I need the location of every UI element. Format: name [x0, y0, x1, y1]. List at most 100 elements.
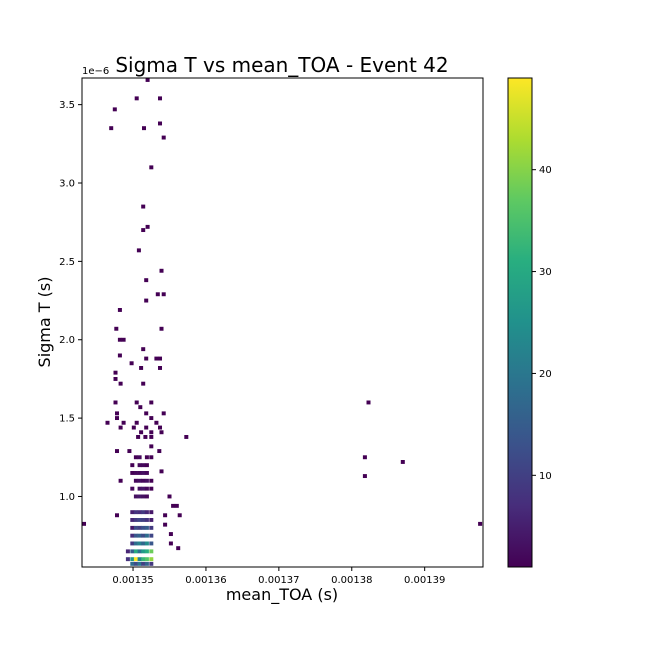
- heatmap-bin: [141, 557, 146, 562]
- heatmap-bin: [141, 561, 146, 566]
- heatmap-bin: [133, 510, 138, 515]
- heatmap-bin: [137, 518, 142, 522]
- y-tick-label: 3.5: [59, 100, 75, 111]
- heatmap-bin: [159, 326, 164, 331]
- heatmap-bin: [113, 377, 118, 381]
- heatmap-bin: [158, 96, 163, 101]
- heatmap-bin: [171, 503, 176, 508]
- heatmap-bin: [141, 549, 146, 554]
- heatmap-bin: [168, 541, 173, 546]
- heatmap-bin: [144, 356, 149, 361]
- heatmap-bin: [144, 518, 149, 522]
- heatmap-bin: [144, 549, 149, 554]
- colorbar-tick-label: 30: [539, 267, 552, 278]
- heatmap-bin: [141, 471, 146, 475]
- heatmap-bin: [149, 165, 154, 170]
- heatmap-bin: [184, 435, 189, 439]
- heatmap-bin: [144, 525, 149, 530]
- heatmap-bin: [130, 463, 135, 468]
- heatmap-bin: [149, 549, 154, 554]
- heatmap-bin: [141, 204, 146, 209]
- heatmap-bin: [133, 525, 138, 530]
- heatmap-bin: [117, 308, 122, 312]
- heatmap-bin: [115, 513, 120, 518]
- heatmap-bin: [158, 366, 163, 370]
- heatmap-bin: [137, 486, 142, 491]
- heatmap-bin: [130, 518, 135, 522]
- colorbar: 10 20 30 40: [507, 77, 552, 568]
- heatmap-bin: [137, 455, 142, 460]
- heatmap-bin: [105, 420, 110, 425]
- heatmap-bin: [130, 533, 135, 538]
- heatmap-bin: [149, 400, 154, 405]
- heatmap-bin: [136, 435, 141, 439]
- y-tick-label: 2.5: [59, 257, 75, 268]
- heatmap-bin: [144, 510, 149, 515]
- heatmap-bin: [130, 541, 135, 546]
- heatmap-bin: [159, 268, 164, 273]
- heatmap-bin: [141, 525, 146, 530]
- heatmap-bin: [163, 513, 168, 518]
- heatmap-bin: [176, 546, 181, 551]
- heatmap-bin: [158, 121, 163, 126]
- heatmap-bin: [149, 416, 154, 421]
- bins-layer: [82, 78, 483, 566]
- heatmap-bin: [133, 533, 138, 538]
- heatmap-bin: [144, 278, 149, 283]
- heatmap-bin: [155, 292, 160, 297]
- y-tick-label: 1.5: [59, 414, 75, 425]
- heatmap-bin: [159, 430, 164, 435]
- plot-frame: [81, 77, 484, 568]
- heatmap-bin: [130, 561, 135, 566]
- heatmap-bin: [144, 541, 149, 546]
- heatmap-bin: [137, 561, 142, 566]
- heatmap-bin: [130, 510, 135, 515]
- heatmap-bin: [149, 561, 154, 566]
- heatmap-bin: [141, 486, 146, 491]
- heatmap-bin: [82, 521, 87, 526]
- heatmap-bin: [141, 541, 146, 546]
- heatmap-bin: [144, 463, 149, 468]
- heatmap-bin: [114, 326, 119, 331]
- heatmap-bin: [159, 469, 164, 474]
- colorbar-tick-label: 10: [539, 471, 552, 482]
- heatmap-bin: [149, 486, 154, 491]
- heatmap-bin: [137, 478, 142, 483]
- y-tick-label: 2.0: [59, 335, 75, 346]
- heatmap-bin: [118, 425, 123, 430]
- heatmap-bin: [133, 471, 138, 475]
- plot-background: [82, 78, 483, 567]
- heatmap-bin: [134, 400, 139, 405]
- heatmap-bin: [149, 478, 154, 483]
- y-tick-label: 1.0: [59, 492, 75, 503]
- heatmap-bin: [362, 455, 367, 460]
- heatmap-bin: [137, 557, 142, 562]
- heatmap-bin: [109, 126, 114, 131]
- heatmap-bin: [174, 503, 179, 508]
- heatmap-bin: [154, 420, 159, 425]
- heatmap-bin: [112, 107, 117, 112]
- y-tick-label: 3.0: [59, 179, 75, 190]
- heatmap-bin: [149, 525, 154, 530]
- heatmap-bin: [115, 449, 120, 454]
- heatmap-bin: [137, 541, 142, 546]
- colorbar-tick-label: 40: [539, 165, 552, 176]
- x-tick-label: 0.00136: [185, 575, 226, 586]
- heatmap-bin: [141, 494, 146, 499]
- heatmap-bin: [366, 400, 371, 405]
- heatmap-bin: [130, 557, 135, 562]
- heatmap-bin: [144, 298, 149, 303]
- plot-area: [81, 77, 484, 568]
- heatmap-bin: [161, 292, 166, 297]
- heatmap-bin: [141, 518, 146, 522]
- chart-title: Sigma T vs mean_TOA - Event 42: [115, 53, 448, 77]
- heatmap-bin: [149, 541, 154, 546]
- heatmap-bin: [149, 455, 154, 460]
- heatmap-bin: [118, 381, 123, 386]
- heatmap-bin: [144, 411, 149, 416]
- heatmap-bin: [130, 525, 135, 530]
- y-axis: 1.0 1.5 2.0 2.5 3.0 3.5: [59, 100, 82, 503]
- heatmap-bin: [118, 478, 123, 483]
- heatmap-bin: [149, 510, 154, 515]
